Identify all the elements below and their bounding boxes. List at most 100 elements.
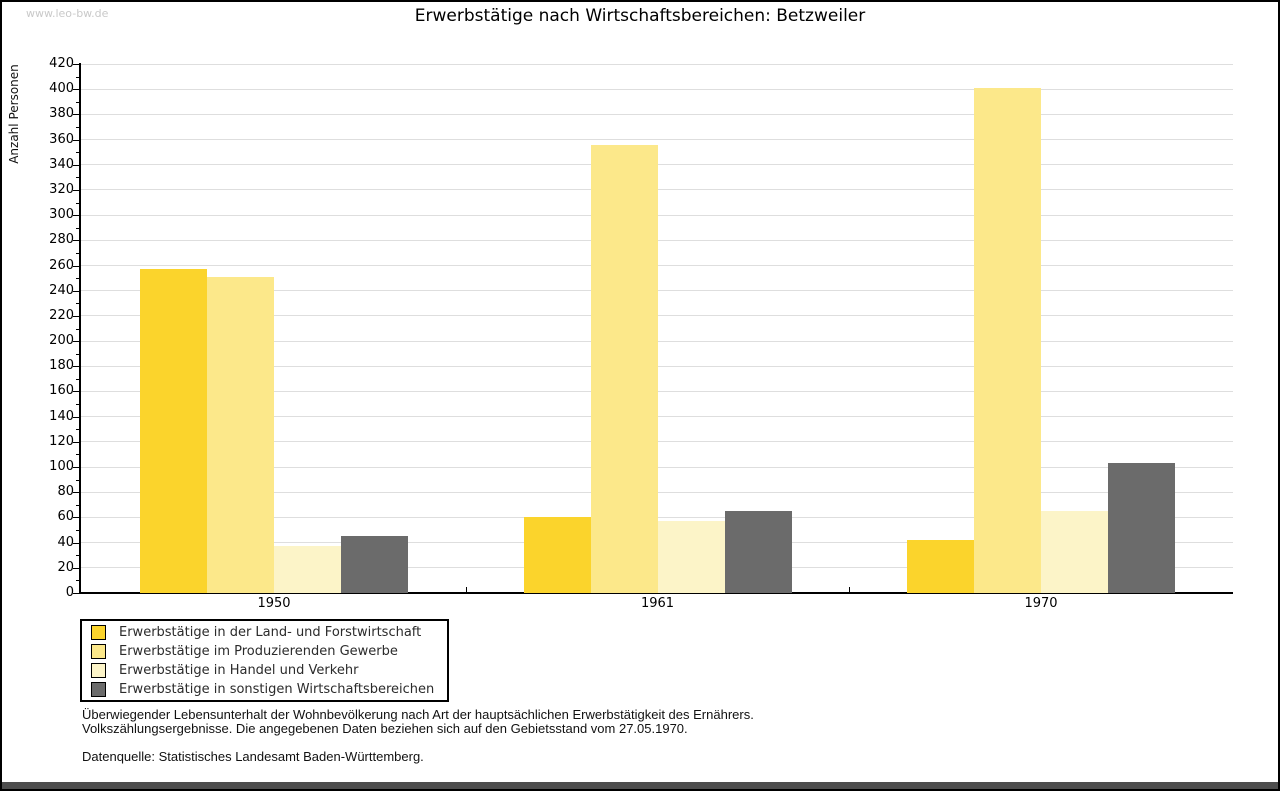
bar-1961-s4 <box>724 511 792 593</box>
y-major-tick <box>73 89 80 91</box>
legend-label: Erwerbstätige in Handel und Verkehr <box>119 663 359 678</box>
x-tick-label: 1961 <box>640 596 675 611</box>
y-major-tick <box>73 441 80 443</box>
y-minor-tick <box>76 429 80 431</box>
y-major-tick <box>73 517 80 519</box>
footnote-text: Überwiegender Lebensunterhalt der Wohnbe… <box>82 708 754 736</box>
legend-swatch-icon <box>91 663 106 678</box>
y-major-tick <box>73 391 80 393</box>
legend-item: Erwerbstätige im Produzierenden Gewerbe <box>82 642 447 661</box>
y-major-tick <box>73 542 80 544</box>
y-tick-label: 180 <box>49 358 74 374</box>
y-minor-tick <box>76 278 80 280</box>
y-tick-label: 100 <box>49 459 74 475</box>
y-major-tick <box>73 567 80 569</box>
y-major-tick <box>73 290 80 292</box>
y-minor-tick <box>76 328 80 330</box>
y-minor-tick <box>76 454 80 456</box>
bar-1970-s4 <box>1108 463 1175 593</box>
page-title: Erwerbstätige nach Wirtschaftsbereichen:… <box>414 6 866 26</box>
y-tick-label: 240 <box>49 282 74 298</box>
bar-1961-s3 <box>657 521 725 593</box>
legend-label: Erwerbstätige in der Land- und Forstwirt… <box>119 625 422 640</box>
y-gridline <box>81 63 1233 65</box>
data-source-text: Datenquelle: Statistisches Landesamt Bad… <box>82 749 424 764</box>
y-minor-tick <box>76 152 80 154</box>
y-tick-label: 300 <box>49 207 74 223</box>
y-major-tick <box>73 416 80 418</box>
y-minor-tick <box>76 555 80 557</box>
y-tick-label: 160 <box>49 383 74 399</box>
y-tick-label: 380 <box>49 106 74 122</box>
y-major-tick <box>73 467 80 469</box>
y-minor-tick <box>76 378 80 380</box>
y-minor-tick <box>76 580 80 582</box>
y-major-tick <box>73 366 80 368</box>
y-minor-tick <box>76 202 80 204</box>
x-boundary-tick <box>849 587 851 592</box>
footnote-line-2: Volkszählungsergebnisse. Die angegebenen… <box>82 721 688 736</box>
y-major-tick <box>73 189 80 191</box>
y-gridline <box>81 139 1233 141</box>
y-gridline <box>81 88 1233 90</box>
y-major-tick <box>73 215 80 217</box>
x-tick-label: 1970 <box>1024 596 1058 611</box>
y-minor-tick <box>76 530 80 532</box>
y-minor-tick <box>76 303 80 305</box>
legend-box: Erwerbstätige in der Land- und Forstwirt… <box>80 619 449 702</box>
legend-label: Erwerbstätige im Produzierenden Gewerbe <box>119 644 398 659</box>
y-major-tick <box>73 265 80 267</box>
legend-item: Erwerbstätige in der Land- und Forstwirt… <box>82 623 447 642</box>
y-tick-label: 220 <box>49 307 74 323</box>
y-minor-tick <box>76 76 80 78</box>
bar-1961-s1 <box>523 517 591 593</box>
x-tick-label: 1950 <box>257 596 291 611</box>
y-tick-label: 400 <box>49 81 74 97</box>
bar-1950-s4 <box>341 536 408 593</box>
y-minor-tick <box>76 504 80 506</box>
bar-1950-s1 <box>140 269 207 593</box>
legend-swatch-icon <box>91 682 106 697</box>
bar-1950-s2 <box>207 276 274 593</box>
bar-1970-s2 <box>974 87 1041 593</box>
watermark-link[interactable]: www.leo-bw.de <box>26 7 109 20</box>
y-tick-label: 340 <box>49 156 74 172</box>
y-major-tick <box>73 240 80 242</box>
footnote-line-1: Überwiegender Lebensunterhalt der Wohnbe… <box>82 707 754 722</box>
legend-swatch-icon <box>91 644 106 659</box>
bar-1970-s3 <box>1041 511 1108 593</box>
y-tick-label: 0 <box>65 585 74 600</box>
y-tick-label: 140 <box>49 408 74 424</box>
x-axis-line <box>79 592 1233 594</box>
y-major-tick <box>73 315 80 317</box>
y-minor-tick <box>76 252 80 254</box>
y-axis-line <box>79 63 81 593</box>
y-tick-label: 40 <box>57 534 74 550</box>
x-boundary-tick <box>465 587 467 592</box>
y-minor-tick <box>76 353 80 355</box>
y-tick-label: 20 <box>57 559 74 575</box>
bar-1970-s1 <box>907 540 974 593</box>
y-tick-label: 320 <box>49 181 74 197</box>
y-tick-label: 420 <box>49 56 74 71</box>
y-major-tick <box>73 492 80 494</box>
y-minor-tick <box>76 227 80 229</box>
y-major-tick <box>73 114 80 116</box>
legend-swatch-icon <box>91 625 106 640</box>
y-tick-label: 200 <box>49 333 74 349</box>
y-tick-label: 280 <box>49 232 74 248</box>
y-minor-tick <box>76 126 80 128</box>
y-tick-label: 120 <box>49 433 74 449</box>
y-tick-label: 360 <box>49 131 74 147</box>
legend-item: Erwerbstätige in Handel und Verkehr <box>82 661 447 680</box>
bar-1961-s2 <box>590 144 658 593</box>
y-tick-label: 80 <box>57 484 74 500</box>
y-major-tick <box>73 341 80 343</box>
legend-label: Erwerbstätige in sonstigen Wirtschaftsbe… <box>119 682 435 697</box>
y-minor-tick <box>76 101 80 103</box>
y-tick-label: 60 <box>57 509 74 525</box>
y-gridline <box>81 113 1233 115</box>
y-major-tick <box>73 164 80 166</box>
y-minor-tick <box>76 404 80 406</box>
